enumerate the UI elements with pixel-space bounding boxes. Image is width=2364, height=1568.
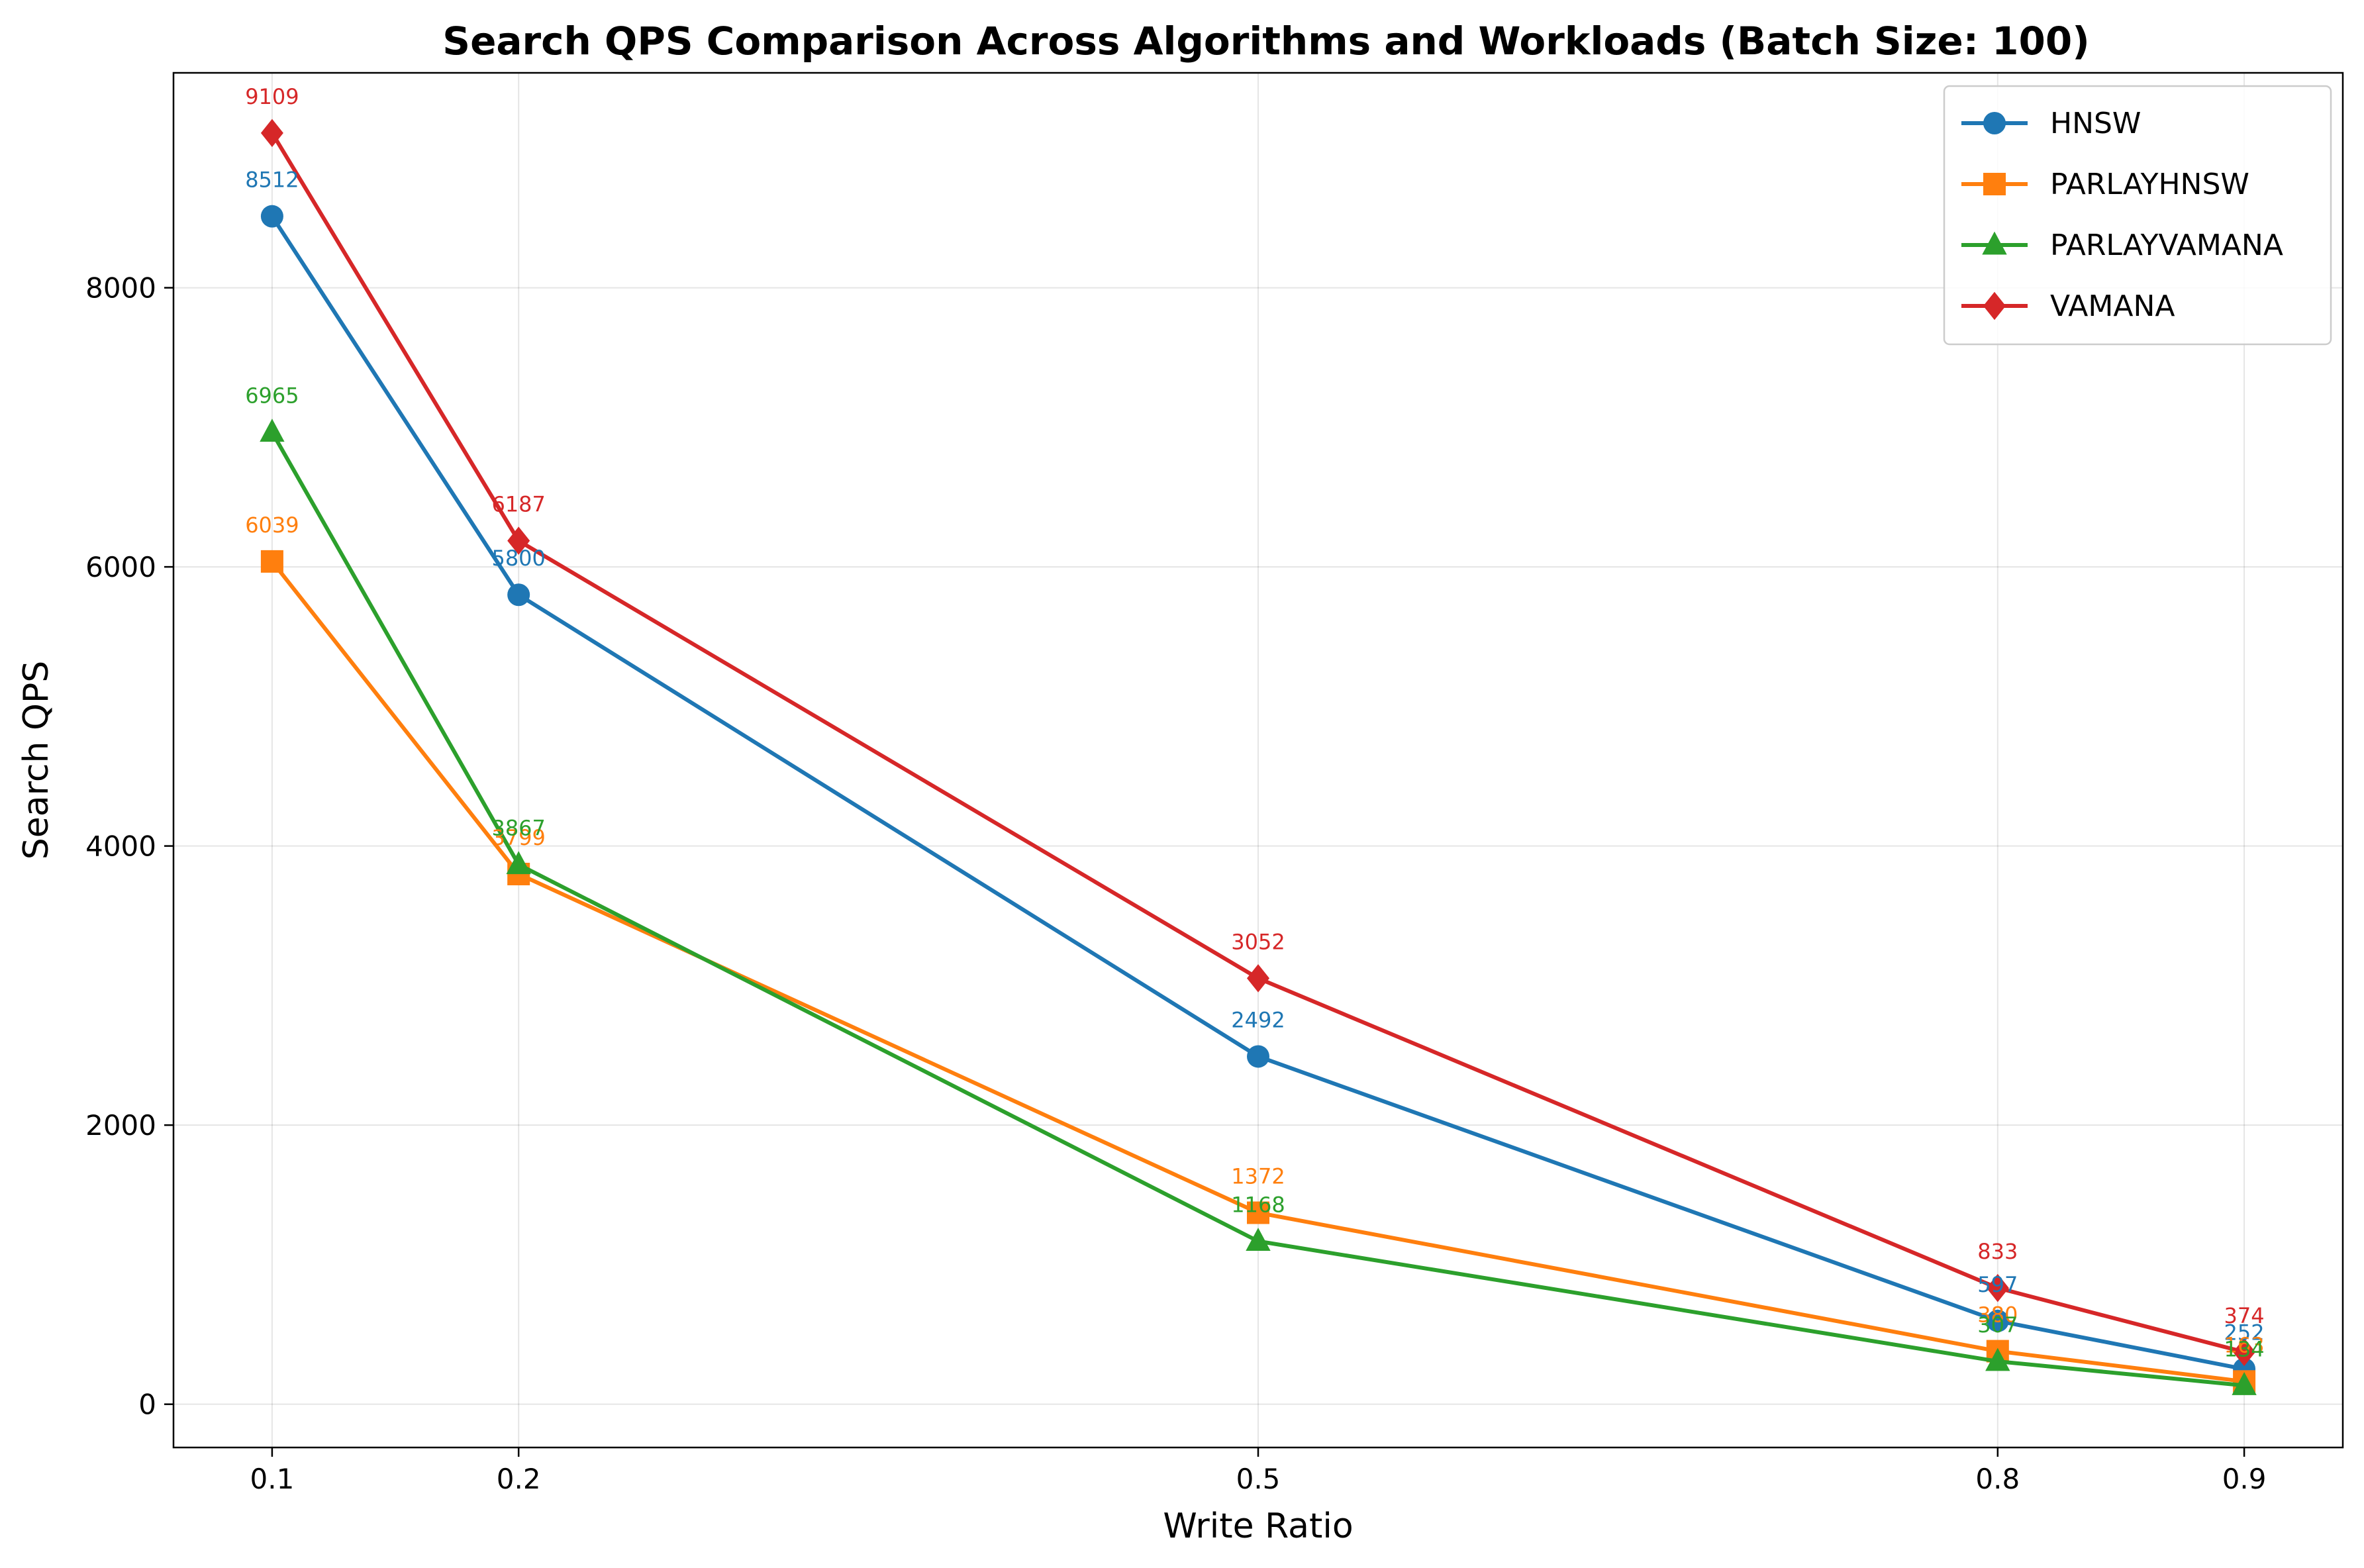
data-label-vamana: 6187 bbox=[491, 492, 545, 517]
data-label-parlayhnsw: 1372 bbox=[1231, 1163, 1285, 1189]
data-point-parlayvamana bbox=[506, 851, 531, 875]
data-point-hnsw bbox=[260, 205, 283, 228]
data-label-parlayvamana: 134 bbox=[2224, 1336, 2265, 1361]
legend-label-parlayvamana: PARLAYVAMANA bbox=[2050, 228, 2283, 262]
data-point-parlayhnsw bbox=[260, 550, 283, 573]
data-point-vamana bbox=[2233, 1338, 2256, 1367]
data-point-vamana bbox=[1986, 1273, 2009, 1302]
legend-label-vamana: VAMANA bbox=[2050, 289, 2175, 323]
data-label-parlayhnsw: 163 bbox=[2224, 1332, 2265, 1357]
x-tick-label: 0.8 bbox=[1975, 1463, 2020, 1495]
axis-ticks: 0.1 0.2 0.5 0.8 0.9 0 2000 4000 6000 8000 bbox=[85, 272, 2266, 1495]
data-label-parlayvamana: 307 bbox=[1977, 1312, 2018, 1338]
legend-marker-parlayvamana bbox=[1982, 231, 2007, 255]
legend: HNSW PARLAYHNSW PARLAYVAMANA VAMANA bbox=[1943, 85, 2332, 346]
legend-marker-vamana bbox=[1983, 291, 2006, 320]
data-label-vamana: 833 bbox=[1977, 1239, 2018, 1264]
data-point-vamana bbox=[507, 526, 530, 555]
x-tick-label: 0.2 bbox=[497, 1463, 541, 1495]
data-point-parlayvamana bbox=[1985, 1348, 2010, 1371]
data-point-vamana bbox=[260, 119, 283, 148]
data-point-hnsw bbox=[1986, 1309, 2009, 1332]
data-point-hnsw bbox=[507, 583, 530, 607]
data-label-parlayvamana: 1168 bbox=[1231, 1192, 1285, 1217]
y-tick-label: 0 bbox=[138, 1389, 156, 1421]
data-label-parlayhnsw: 3799 bbox=[491, 825, 545, 850]
data-label-vamana: 9109 bbox=[245, 84, 299, 109]
data-point-parlayhnsw bbox=[1247, 1201, 1269, 1224]
data-label-parlayvamana: 3867 bbox=[491, 816, 545, 841]
chart-title: Search QPS Comparison Across Algorithms … bbox=[442, 19, 2089, 64]
data-point-vamana bbox=[1247, 964, 1269, 993]
x-axis-label: Write Ratio bbox=[1163, 1506, 1353, 1546]
legend-marker-hnsw bbox=[1983, 112, 2006, 134]
data-label-parlayhnsw: 380 bbox=[1977, 1302, 2018, 1328]
data-point-parlayvamana bbox=[260, 418, 285, 442]
data-label-hnsw: 5800 bbox=[491, 546, 545, 571]
x-tick-label: 0.1 bbox=[250, 1463, 295, 1495]
y-tick-label: 8000 bbox=[85, 272, 156, 305]
y-tick-label: 2000 bbox=[85, 1109, 156, 1142]
series-layer bbox=[260, 119, 2257, 1395]
y-axis-label: Search QPS bbox=[17, 661, 56, 859]
x-tick-label: 0.5 bbox=[1236, 1463, 1281, 1495]
legend-marker-parlayhnsw bbox=[1983, 173, 2006, 195]
data-point-parlayvamana bbox=[1246, 1228, 1271, 1251]
data-point-parlayvamana bbox=[2232, 1372, 2257, 1395]
data-label-parlayvamana: 6965 bbox=[245, 383, 299, 409]
data-label-hnsw: 2492 bbox=[1231, 1007, 1285, 1032]
legend-box bbox=[1943, 85, 2332, 346]
data-label-vamana: 374 bbox=[2224, 1303, 2265, 1328]
data-point-hnsw bbox=[1247, 1045, 1269, 1068]
y-tick-label: 4000 bbox=[85, 830, 156, 863]
data-labels: 8512 5800 2492 597 252 6039 3799 1372 380 163 6965… bbox=[245, 84, 2264, 1362]
data-label-hnsw: 252 bbox=[2224, 1320, 2265, 1346]
legend-label-hnsw: HNSW bbox=[2050, 107, 2141, 140]
data-label-parlayhnsw: 6039 bbox=[245, 513, 299, 538]
x-tick-label: 0.9 bbox=[2222, 1463, 2267, 1495]
data-label-hnsw: 597 bbox=[1977, 1272, 2018, 1297]
legend-label-parlayhnsw: PARLAYHNSW bbox=[2050, 168, 2249, 201]
data-label-hnsw: 8512 bbox=[245, 168, 299, 193]
data-label-vamana: 3052 bbox=[1231, 929, 1285, 954]
y-tick-label: 6000 bbox=[85, 551, 156, 583]
